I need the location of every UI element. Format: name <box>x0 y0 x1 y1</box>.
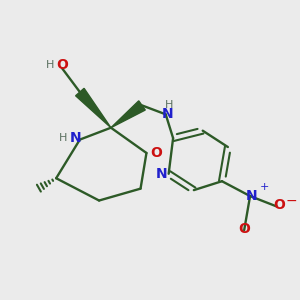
Polygon shape <box>76 88 111 128</box>
Text: O: O <box>238 222 250 236</box>
Text: O: O <box>150 146 162 160</box>
Polygon shape <box>111 101 145 128</box>
Text: H: H <box>46 60 54 70</box>
Text: +: + <box>259 182 269 192</box>
Text: N: N <box>246 189 257 203</box>
Text: N: N <box>70 131 81 145</box>
Text: N: N <box>161 107 173 121</box>
Text: N: N <box>155 167 167 181</box>
Text: H: H <box>164 100 173 110</box>
Text: H: H <box>59 133 68 143</box>
Text: O: O <box>57 58 69 72</box>
Text: −: − <box>286 194 297 208</box>
Text: O: O <box>274 198 286 212</box>
